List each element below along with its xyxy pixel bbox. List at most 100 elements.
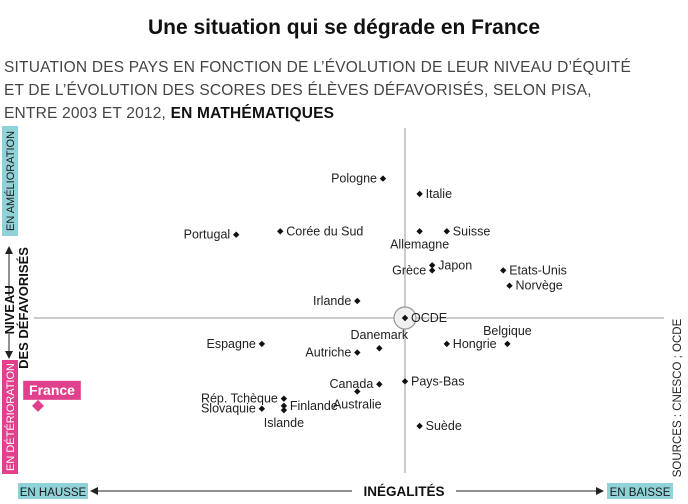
- marker-pologne: [379, 175, 387, 182]
- subtitle-line-3-emphasis: EN MATHÉMATIQUES: [170, 105, 335, 122]
- label-coree-du-sud: Corée du Sud: [286, 224, 363, 238]
- chart-title: Une situation qui se dégrade en France: [147, 16, 541, 39]
- marker-grece: [428, 267, 436, 274]
- y-arrow-bottom-head: [5, 351, 13, 359]
- x-right-badge: [607, 483, 673, 499]
- point-pays-bas: Pays-Bas: [401, 374, 465, 388]
- marker-pays-bas: [401, 378, 409, 385]
- marker-irlande: [354, 297, 361, 305]
- marker-italie: [416, 190, 423, 198]
- point-italie: Italie: [416, 187, 452, 201]
- subtitle-line-3-prefix: ENTRE 2003 ET 2012,: [4, 105, 171, 122]
- point-portugal: Portugal: [184, 228, 240, 242]
- point-allemagne: Allemagne: [390, 228, 449, 251]
- label-ocde: OCDE: [411, 311, 447, 325]
- label-allemagne: Allemagne: [390, 237, 449, 251]
- label-canada: Canada: [330, 377, 374, 391]
- y-bottom-badge: [2, 360, 18, 474]
- label-hongrie: Hongrie: [453, 337, 497, 351]
- label-grece: Grèce: [392, 263, 426, 277]
- subtitle-line-1: SITUATION DES PAYS EN FONCTION DE L’ÉVOL…: [4, 59, 632, 76]
- point-pologne: Pologne: [331, 172, 387, 186]
- marker-belgique: [504, 340, 511, 348]
- label-etats-unis: Etats-Unis: [509, 263, 567, 277]
- label-norvege: Norvège: [516, 279, 563, 293]
- marker-hongrie: [443, 340, 450, 348]
- axes: [34, 128, 664, 473]
- y-top-label: EN AMÉLIORATION: [4, 131, 17, 231]
- point-autriche: Autriche: [305, 346, 361, 360]
- marker-finlande: [280, 402, 288, 410]
- label-espagne: Espagne: [207, 337, 256, 351]
- point-hongrie: Hongrie: [443, 337, 497, 351]
- point-suisse: Suisse: [443, 224, 491, 238]
- y-axis-label-line-2: DES DÉFAVORISÉS: [16, 247, 31, 369]
- point-espagne: Espagne: [207, 337, 266, 351]
- point-islande: Islande: [264, 406, 304, 430]
- label-autriche: Autriche: [305, 346, 351, 360]
- point-norvege: Norvège: [506, 279, 563, 293]
- label-italie: Italie: [426, 187, 452, 201]
- marker-danemark: [376, 345, 383, 352]
- marker-suede: [416, 422, 423, 430]
- marker-portugal: [232, 231, 240, 238]
- marker-rep-tcheque: [280, 395, 288, 402]
- label-belgique: Belgique: [483, 324, 532, 338]
- point-slovaquie: Slovaquie: [201, 402, 266, 416]
- subtitle-line-2: ET DE L’ÉVOLUTION DES SCORES DES ÉLÈVES …: [4, 82, 592, 99]
- label-danemark: Danemark: [350, 328, 408, 342]
- marker-canada: [376, 381, 383, 388]
- point-etats-unis: Etats-Unis: [500, 263, 567, 277]
- point-suede: Suède: [416, 419, 462, 433]
- point-finlande: Finlande: [280, 399, 338, 413]
- marker-france: [32, 399, 44, 412]
- x-left-label: EN HAUSSE: [20, 487, 87, 499]
- label-suede: Suède: [426, 419, 462, 433]
- label-suisse: Suisse: [453, 224, 491, 238]
- y-bottom-label: EN DÉTÉRIORATION: [4, 363, 17, 471]
- label-france: France: [29, 382, 75, 398]
- point-japon: Japon: [428, 258, 472, 272]
- x-right-label: EN BAISSE: [610, 487, 671, 499]
- point-ocde: OCDE: [393, 306, 447, 330]
- y-axis-label: NIVEAU DES DÉFAVORISÉS: [2, 247, 31, 369]
- x-arrow-left-head: [90, 487, 98, 495]
- france-label-bg: [23, 380, 81, 400]
- point-irlande: Irlande: [313, 294, 361, 308]
- marker-etats-unis: [500, 267, 507, 274]
- x-axis-label: INÉGALITÉS: [363, 484, 444, 499]
- point-rep-tcheque: Rép. Tchèque: [201, 392, 288, 406]
- marker-autriche: [354, 349, 361, 356]
- subtitle-line-3: ENTRE 2003 ET 2012, EN MATHÉMATIQUES: [4, 102, 664, 125]
- label-rep-tcheque: Rép. Tchèque: [201, 392, 278, 406]
- source-note: SOURCES : CNESCO ; OCDE: [672, 318, 684, 477]
- marker-ocde: [401, 314, 409, 322]
- point-australie: Australie: [333, 388, 382, 411]
- chart-subtitle: SITUATION DES PAYS EN FONCTION DE L’ÉVOL…: [4, 56, 664, 125]
- x-left-badge: [18, 483, 88, 499]
- point-coree-du-sud: Corée du Sud: [277, 224, 363, 238]
- marker-australie: [354, 388, 361, 395]
- point-danemark: Danemark: [350, 328, 409, 352]
- x-arrow-right-head: [596, 487, 604, 495]
- marker-espagne: [258, 340, 266, 348]
- label-australie: Australie: [333, 397, 382, 411]
- point-belgique: Belgique: [483, 324, 532, 348]
- marker-norvege: [506, 282, 513, 289]
- label-pays-bas: Pays-Bas: [411, 374, 465, 388]
- y-arrow-top-head: [5, 246, 13, 254]
- data-points: Pologne Italie Portugal Corée du Sud Suisse A…: [23, 172, 567, 433]
- marker-islande: [280, 406, 288, 414]
- label-portugal: Portugal: [184, 228, 231, 242]
- marker-coree-du-sud: [277, 228, 284, 235]
- point-france: France: [23, 380, 81, 412]
- label-irlande: Irlande: [313, 294, 351, 308]
- point-grece: Grèce: [392, 263, 436, 277]
- y-top-badge: [2, 126, 18, 236]
- marker-allemagne: [416, 228, 423, 235]
- label-pologne: Pologne: [331, 172, 377, 186]
- label-islande: Islande: [264, 416, 304, 430]
- point-canada: Canada: [330, 377, 383, 391]
- y-axis-label-line-1: NIVEAU: [2, 285, 17, 334]
